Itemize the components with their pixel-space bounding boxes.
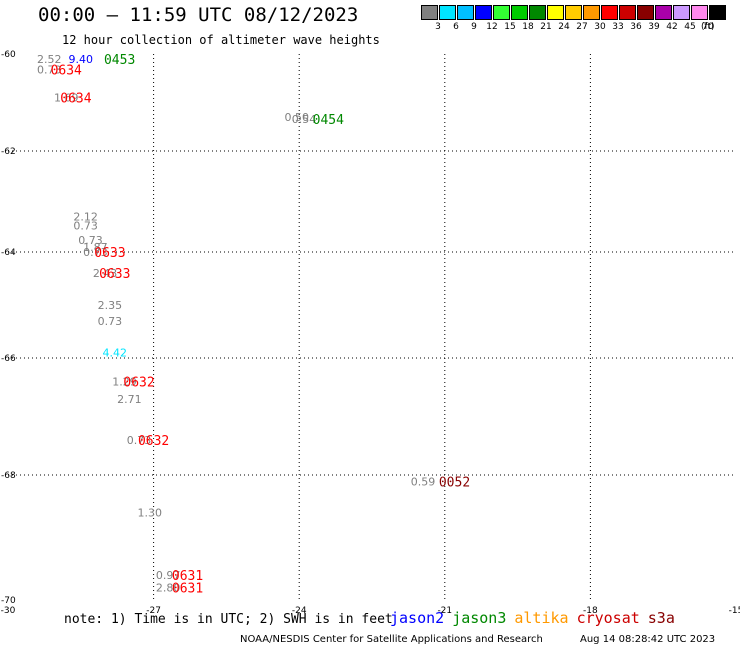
legend-label: 9 bbox=[471, 22, 477, 32]
legend-label: 42 bbox=[666, 22, 678, 32]
y-tick-label: -64 bbox=[1, 248, 16, 258]
x-tick-label: -27 bbox=[146, 606, 161, 616]
time-label: 0454 bbox=[313, 113, 344, 128]
x-tick-label: -24 bbox=[292, 606, 307, 616]
legend-swatch bbox=[547, 5, 564, 20]
satellite-legend: jason2 jason3 altika cryosat s3a bbox=[390, 609, 683, 627]
swh-value: 0.54 bbox=[292, 113, 317, 126]
legend-label: 18 bbox=[522, 22, 534, 32]
swh-value: 0.73 bbox=[83, 246, 108, 259]
swh-value: 1.87 bbox=[83, 241, 108, 254]
swh-value: 0.73 bbox=[73, 220, 98, 233]
legend-label: 15 bbox=[504, 22, 516, 32]
time-label: 0633 bbox=[94, 246, 125, 261]
axis-ticks: -30 -27 -24 -21 -18 -15 -60 -62 -64 -66 -68 -70 bbox=[1, 50, 740, 616]
y-tick-label: -68 bbox=[1, 471, 16, 481]
time-label: 0632 bbox=[123, 375, 154, 390]
satellite-name: altika bbox=[514, 609, 569, 627]
y-tick-label: -62 bbox=[1, 147, 16, 157]
swh-value: 4.42 bbox=[103, 347, 128, 360]
swh-value: 2.12 bbox=[73, 211, 98, 224]
legend-swatch bbox=[601, 5, 618, 20]
swh-value: 2.52 bbox=[37, 53, 62, 66]
legend-label: 39 bbox=[648, 22, 660, 32]
legend-unit: (ft) bbox=[701, 22, 715, 32]
x-tick-label: -18 bbox=[583, 606, 598, 616]
satellite-name: cryosat bbox=[576, 609, 640, 627]
legend-label: 12 bbox=[486, 22, 498, 32]
x-tick-label: -21 bbox=[437, 606, 452, 616]
legend-swatch bbox=[565, 5, 582, 20]
time-label: 0631 bbox=[172, 582, 203, 597]
legend-swatch bbox=[619, 5, 636, 20]
satellite-name: s3a bbox=[647, 609, 675, 627]
legend-label: 45 bbox=[684, 22, 696, 32]
legend-swatch bbox=[529, 5, 546, 20]
legend-swatch bbox=[673, 5, 690, 20]
legend-swatch bbox=[583, 5, 600, 20]
legend-label: 3 bbox=[435, 22, 441, 32]
swh-value: 0.73 bbox=[127, 434, 152, 447]
time-label: 0632 bbox=[138, 434, 169, 449]
chart-title: 00:00 – 11:59 UTC 08/12/2023 bbox=[38, 4, 359, 26]
legend-label: 30 bbox=[594, 22, 606, 32]
credit-line: NOAA/NESDIS Center for Satellite Applica… bbox=[240, 634, 543, 645]
time-label: 0052 bbox=[439, 475, 470, 490]
swh-value: 1.69 bbox=[54, 92, 79, 105]
legend-label: 36 bbox=[630, 22, 642, 32]
legend-swatch bbox=[439, 5, 456, 20]
swh-value: 0.50 bbox=[285, 111, 310, 124]
legend-swatch bbox=[493, 5, 510, 20]
legend-label: 6 bbox=[453, 22, 459, 32]
satellite-name: jason2 bbox=[390, 609, 445, 627]
wave-height-marks: 2.52 9.400.731.690.500.542.120.730.731.87… bbox=[37, 53, 435, 595]
legend-swatch bbox=[511, 5, 528, 20]
swh-value: 2.43 bbox=[93, 267, 118, 280]
swh-value: 0.73 bbox=[37, 64, 62, 77]
time-label: 0633 bbox=[99, 267, 130, 282]
time-label: 0634 bbox=[60, 92, 91, 107]
time-labels: 0453 0634 0634 0454 0633 0633 0632 0632 0052 0631… bbox=[51, 53, 471, 597]
x-tick-label: -15 bbox=[729, 606, 740, 616]
swh-value: 0.59 bbox=[411, 475, 436, 488]
swh-value: 9.40 bbox=[69, 53, 94, 66]
legend-label: 33 bbox=[612, 22, 624, 32]
legend-label: 70 bbox=[702, 22, 714, 32]
x-tick-label: -30 bbox=[1, 606, 16, 616]
y-tick-label: -70 bbox=[1, 596, 16, 606]
swh-value: 0.97 bbox=[156, 569, 181, 582]
legend-swatch bbox=[655, 5, 672, 20]
legend-label: 24 bbox=[558, 22, 570, 32]
legend-swatch bbox=[637, 5, 654, 20]
swh-value: 0.73 bbox=[78, 234, 103, 247]
swh-value: 1.30 bbox=[137, 507, 162, 520]
swh-value: 0.73 bbox=[98, 315, 123, 328]
legend-swatch bbox=[709, 5, 726, 20]
legend-swatch bbox=[421, 5, 438, 20]
legend-label: 21 bbox=[540, 22, 552, 32]
satellite-name: jason3 bbox=[452, 609, 507, 627]
footer-note: note: 1) Time is in UTC; 2) SWH is in fe… bbox=[64, 612, 393, 627]
y-tick-label: -66 bbox=[1, 354, 16, 364]
time-label: 0631 bbox=[172, 569, 203, 584]
chart-subtitle: 12 hour collection of altimeter wave hei… bbox=[62, 33, 380, 47]
legend-label: 27 bbox=[576, 22, 588, 32]
swh-value: 2.71 bbox=[117, 393, 142, 406]
legend-swatch bbox=[475, 5, 492, 20]
time-label: 0453 bbox=[104, 53, 135, 68]
swh-value: 2.35 bbox=[98, 299, 123, 312]
legend-swatch bbox=[691, 5, 708, 20]
swh-value: 1.29 bbox=[112, 375, 137, 388]
generated-timestamp: Aug 14 08:28:42 UTC 2023 bbox=[580, 634, 716, 645]
legend-swatch bbox=[457, 5, 474, 20]
y-tick-label: -60 bbox=[1, 50, 16, 60]
swh-value: 2.80 bbox=[156, 582, 181, 595]
grid-lines bbox=[8, 54, 736, 600]
time-label: 0634 bbox=[51, 64, 82, 79]
